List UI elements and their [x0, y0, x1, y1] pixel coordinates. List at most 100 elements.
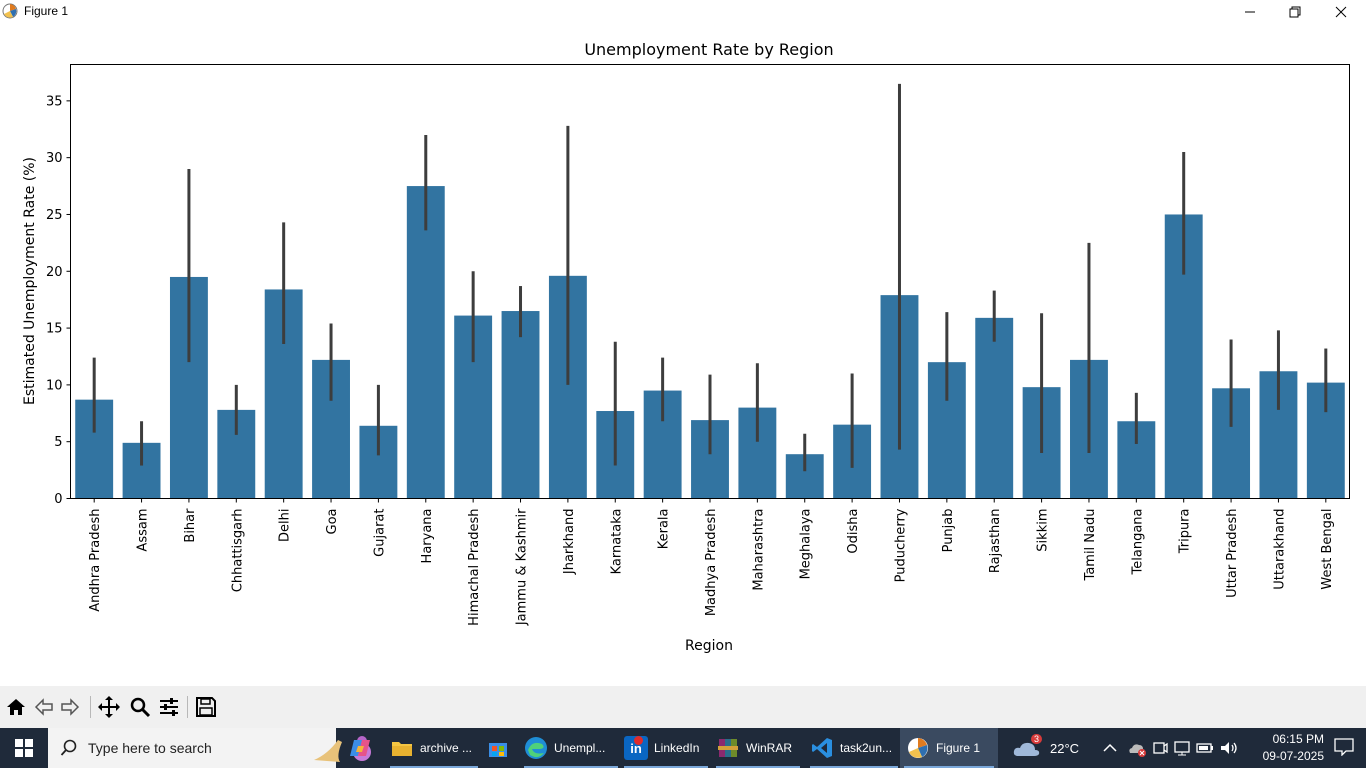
- x-tick-label: Andhra Pradesh: [88, 509, 103, 612]
- x-tick-label: Jharkhand: [562, 509, 577, 576]
- x-tick-label: Jammu & Kashmir: [515, 508, 530, 626]
- minimize-button[interactable]: [1227, 0, 1273, 24]
- system-tray: [1101, 728, 1239, 768]
- taskbar-app-archive[interactable]: archive ...: [386, 728, 482, 768]
- microsoft-store-icon: [489, 743, 507, 757]
- y-axis-label: Estimated Unemployment Rate (%): [22, 157, 38, 405]
- clock-date: 09-07-2025: [1262, 749, 1324, 763]
- system-clock[interactable]: 06:15 PM 09-07-2025: [1263, 731, 1324, 765]
- winrar-icon: [716, 736, 740, 760]
- restore-button[interactable]: [1272, 0, 1318, 24]
- zoom-icon: [130, 697, 151, 718]
- save-button[interactable]: [193, 694, 219, 720]
- taskbar-app-winrar[interactable]: WinRAR: [712, 728, 804, 768]
- forward-button[interactable]: [57, 694, 83, 720]
- x-tick-label: West Bengal: [1320, 509, 1335, 590]
- x-tick-label: Himachal Pradesh: [467, 509, 482, 626]
- x-tick-label: Uttar Pradesh: [1225, 509, 1240, 598]
- taskbar-app-vscode[interactable]: task2un...: [806, 728, 902, 768]
- x-tick-label: Maharashtra: [751, 509, 766, 591]
- y-tick-label: 20: [46, 265, 63, 280]
- onedrive-offline-icon[interactable]: [1127, 739, 1147, 757]
- windows-logo-icon: [15, 739, 33, 757]
- window-titlebar: Figure 1: [0, 0, 1366, 24]
- x-tick-label: Meghalaya: [799, 509, 814, 580]
- weather-temperature: 22°C: [1050, 740, 1080, 756]
- pan-button[interactable]: [96, 694, 122, 720]
- x-tick-label: Assam: [136, 509, 151, 552]
- taskbar-app-label: LinkedIn: [654, 741, 700, 755]
- taskbar-app-label: task2un...: [840, 741, 893, 755]
- figure-canvas[interactable]: Unemployment Rate by Region 0 5 10 15 20 25 30…: [0, 24, 1366, 686]
- x-tick-label: Gujarat: [372, 509, 387, 557]
- search-icon: [60, 739, 77, 756]
- clock-time: 06:15 PM: [1272, 732, 1324, 746]
- forward-arrow-icon: [61, 698, 80, 716]
- x-tick-label: Uttarakhand: [1272, 509, 1287, 590]
- zoom-button[interactable]: [127, 694, 153, 720]
- notification-dot-icon: [634, 736, 643, 745]
- back-button[interactable]: [31, 694, 57, 720]
- chevron-up-icon[interactable]: [1101, 739, 1119, 757]
- taskbar-app-edge[interactable]: Unempl...: [520, 728, 622, 768]
- save-icon: [196, 697, 216, 717]
- restore-icon: [1289, 6, 1301, 18]
- navigation-toolbar: [0, 686, 1366, 728]
- vscode-icon: [810, 736, 834, 760]
- x-tick-label: Karnataka: [609, 509, 624, 575]
- taskbar-search-box[interactable]: Type here to search: [48, 728, 371, 768]
- y-tick-label: 35: [46, 94, 63, 109]
- configure-subplots-button[interactable]: [156, 694, 182, 720]
- chart-title: Unemployment Rate by Region: [584, 40, 833, 59]
- y-tick-label: 10: [46, 378, 63, 393]
- x-tick-label: Delhi: [278, 509, 293, 542]
- x-tick-label: Puducherry: [893, 508, 908, 582]
- x-tick-label: Goa: [325, 509, 340, 535]
- home-icon: [7, 699, 25, 715]
- microsoft-store-taskbar-button[interactable]: [484, 728, 512, 768]
- taskbar-app-linkedin[interactable]: in LinkedIn: [620, 728, 712, 768]
- window-title: Figure 1: [24, 4, 69, 18]
- taskbar-app-label: Figure 1: [936, 741, 981, 755]
- x-tick-label: Odisha: [846, 509, 861, 554]
- back-arrow-icon: [34, 698, 53, 716]
- x-axis-label: Region: [685, 638, 733, 654]
- close-button[interactable]: [1318, 0, 1364, 24]
- x-tick-label: Rajasthan: [988, 509, 1003, 574]
- taskbar-app-label: Unempl...: [554, 741, 606, 755]
- taskbar-app-label: archive ...: [420, 741, 473, 755]
- x-tick-label: Sikkim: [1036, 509, 1051, 552]
- minimize-icon: [1245, 11, 1255, 13]
- x-tick-label: Punjab: [941, 509, 956, 553]
- x-tick-label: Bihar: [183, 508, 198, 543]
- start-button[interactable]: [0, 728, 48, 768]
- pan-icon: [98, 696, 120, 718]
- taskbar-app-label: WinRAR: [746, 741, 793, 755]
- home-button[interactable]: [3, 694, 29, 720]
- y-tick-label: 15: [46, 322, 63, 337]
- matplotlib-icon: [906, 736, 930, 760]
- y-tick-label: 30: [46, 151, 63, 166]
- x-tick-label: Kerala: [657, 509, 672, 550]
- meet-now-icon[interactable]: [1151, 739, 1169, 757]
- battery-icon[interactable]: [1195, 739, 1215, 757]
- x-tick-label: Tamil Nadu: [1083, 509, 1098, 582]
- weather-widget[interactable]: 3 22°C: [1012, 728, 1079, 768]
- action-center-icon[interactable]: [1334, 738, 1354, 756]
- taskbar-app-figure[interactable]: Figure 1: [900, 728, 998, 768]
- x-tick-label: Madhya Pradesh: [704, 509, 719, 617]
- weather-badge: 3: [1031, 734, 1043, 744]
- search-placeholder: Type here to search: [88, 740, 212, 756]
- toolbar-separator: [90, 696, 91, 718]
- volume-icon[interactable]: [1219, 739, 1239, 757]
- bar: [975, 317, 1014, 499]
- cloud-weather-icon: [1013, 742, 1040, 756]
- y-tick-label: 0: [54, 492, 62, 507]
- toolbar-separator: [187, 696, 188, 718]
- x-tick-label: Haryana: [420, 509, 435, 564]
- configure-subplots-icon: [160, 698, 178, 716]
- x-tick-label: Chhattisgarh: [230, 509, 245, 593]
- copilot-taskbar-button[interactable]: [344, 728, 376, 768]
- network-icon[interactable]: [1173, 739, 1191, 757]
- x-tick-label: Tripura: [1178, 509, 1193, 555]
